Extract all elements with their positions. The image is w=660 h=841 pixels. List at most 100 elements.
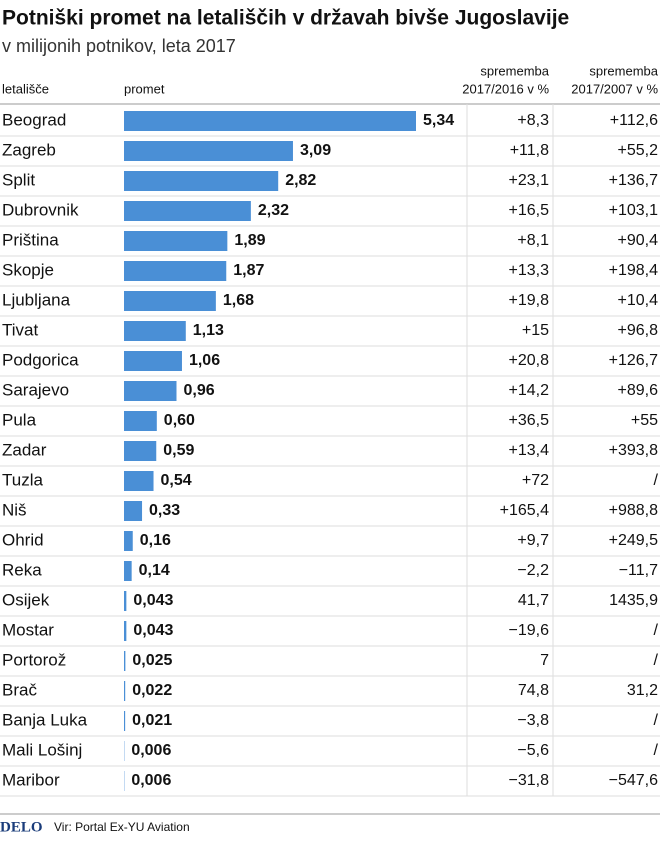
change-value: +20,8 (509, 352, 550, 369)
category-label: Dubrovnik (2, 200, 79, 219)
bar (124, 591, 127, 611)
category-label: Reka (2, 560, 42, 579)
category-label: Pula (2, 410, 37, 429)
change-value: +55 (631, 412, 658, 429)
change-value: +15 (522, 322, 549, 339)
change-value: +16,5 (509, 202, 550, 219)
change-value: 41,7 (518, 592, 549, 609)
column-header: promet (124, 81, 165, 96)
bar (124, 501, 143, 521)
category-label: Banja Luka (2, 710, 88, 729)
change-value: +8,1 (517, 232, 549, 249)
change-value: / (654, 622, 659, 639)
change-value: / (654, 712, 659, 729)
bar (124, 621, 127, 641)
change-value: +36,5 (509, 412, 550, 429)
category-label: Maribor (2, 770, 60, 789)
value-label: 0,006 (131, 772, 171, 789)
change-value: +198,4 (609, 262, 658, 279)
category-label: Sarajevo (2, 380, 69, 399)
change-value: −11,7 (619, 562, 658, 579)
value-label: 0,60 (164, 412, 195, 429)
change-value: 7 (540, 652, 549, 669)
change-value: +103,1 (609, 202, 658, 219)
change-value: +136,7 (609, 172, 658, 189)
bar (124, 351, 182, 371)
category-label: Mali Lošinj (2, 740, 82, 759)
change-value: −2,2 (517, 562, 549, 579)
value-label: 0,043 (133, 592, 173, 609)
change-value: −31,8 (509, 772, 550, 789)
bar (124, 261, 227, 281)
change-value: 74,8 (518, 682, 549, 699)
value-label: 0,14 (139, 562, 170, 579)
bar (124, 471, 154, 491)
brand: DELO (0, 819, 43, 835)
column-header: sprememba (480, 63, 549, 78)
change-value: +165,4 (500, 502, 549, 519)
chart-title: Potniški promet na letališčih v državah … (2, 7, 569, 30)
bar (124, 111, 416, 131)
change-value: −3,8 (517, 712, 549, 729)
value-label: 0,54 (161, 472, 192, 489)
category-label: Ohrid (2, 530, 44, 549)
bar (124, 231, 228, 251)
change-value: +10,4 (618, 292, 659, 309)
change-value: +96,8 (618, 322, 659, 339)
category-label: Skopje (2, 260, 54, 279)
category-label: Tuzla (2, 470, 43, 489)
column-header: sprememba (589, 63, 658, 78)
bar (124, 561, 132, 581)
bar (124, 321, 186, 341)
change-value: 31,2 (627, 682, 658, 699)
value-label: 3,09 (300, 142, 331, 159)
value-label: 0,59 (163, 442, 194, 459)
value-label: 0,16 (140, 532, 171, 549)
change-value: +393,8 (609, 442, 658, 459)
change-value: 1435,9 (609, 592, 658, 609)
change-value: +14,2 (509, 382, 550, 399)
change-value: +19,8 (509, 292, 550, 309)
change-value: +112,6 (610, 112, 658, 129)
change-value: +8,3 (517, 112, 549, 129)
category-label: Osijek (2, 590, 50, 609)
value-label: 1,68 (223, 292, 254, 309)
change-value: +55,2 (618, 142, 659, 159)
change-value: −19,6 (509, 622, 550, 639)
bar (124, 201, 251, 221)
category-label: Niš (2, 500, 27, 519)
column-header: 2017/2007 v % (571, 81, 658, 96)
change-value: −547,6 (609, 772, 658, 789)
column-header: letališče (2, 81, 49, 96)
change-value: / (654, 742, 659, 759)
category-label: Beograd (2, 110, 66, 129)
category-label: Mostar (2, 620, 54, 639)
change-value: +89,6 (618, 382, 659, 399)
bar (124, 651, 126, 671)
value-label: 0,006 (131, 742, 171, 759)
value-label: 0,025 (132, 652, 172, 669)
change-value: +72 (522, 472, 549, 489)
category-label: Portorož (2, 650, 66, 669)
category-label: Split (2, 170, 35, 189)
change-value: / (654, 472, 659, 489)
change-value: −5,6 (517, 742, 549, 759)
change-value: +249,5 (609, 532, 658, 549)
change-value: +126,7 (609, 352, 658, 369)
value-label: 0,33 (149, 502, 180, 519)
bar (124, 711, 126, 731)
bar (124, 681, 126, 701)
column-header: 2017/2016 v % (462, 81, 549, 96)
value-label: 0,043 (133, 622, 173, 639)
bar (124, 441, 157, 461)
value-label: 2,82 (285, 172, 316, 189)
source: Vir: Portal Ex-YU Aviation (54, 820, 190, 834)
change-value: +13,4 (509, 442, 550, 459)
change-value: +11,8 (510, 142, 549, 159)
change-value: +13,3 (509, 262, 550, 279)
change-value: / (654, 652, 659, 669)
bar (124, 141, 293, 161)
value-label: 0,96 (183, 382, 214, 399)
value-label: 1,89 (234, 232, 265, 249)
